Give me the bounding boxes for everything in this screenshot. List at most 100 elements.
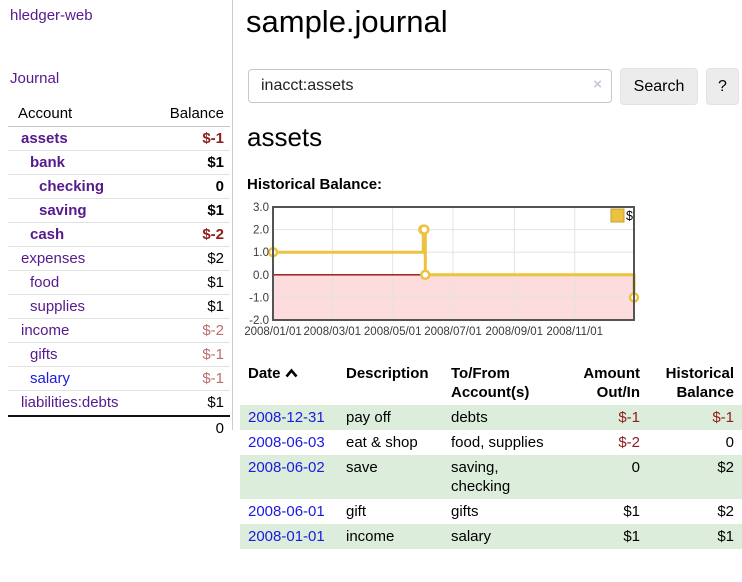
- column-header-accounts[interactable]: To/From Account(s): [451, 365, 530, 401]
- svg-text:2008/05/01: 2008/05/01: [364, 326, 422, 338]
- account-link-expenses[interactable]: expenses: [21, 250, 86, 267]
- sort-ascending-icon: [285, 368, 298, 378]
- svg-text:2008/11/01: 2008/11/01: [546, 326, 603, 338]
- account-row: bank $1: [8, 151, 230, 175]
- sidebar-divider: [232, 0, 233, 430]
- column-header-date-label: Date: [248, 365, 281, 382]
- account-row: assets $-1: [8, 127, 230, 151]
- account-row: salary $-1: [8, 367, 230, 391]
- account-link-bank[interactable]: bank: [30, 154, 66, 171]
- account-balance: $1: [207, 394, 224, 411]
- account-row: checking 0: [8, 175, 230, 199]
- svg-text:-2.0: -2.0: [249, 315, 269, 327]
- account-balance: $-1: [202, 130, 224, 147]
- column-header-date[interactable]: Date: [240, 362, 340, 405]
- transaction-accounts: gifts: [451, 503, 479, 520]
- account-row: gifts $-1: [8, 343, 230, 367]
- svg-text:2.0: 2.0: [253, 225, 269, 237]
- column-header-balance[interactable]: Historical Balance: [665, 365, 734, 401]
- accounts-header-account: Account: [18, 105, 73, 122]
- transaction-date-link[interactable]: 2008-01-01: [248, 528, 325, 545]
- transaction-date-link[interactable]: 2008-12-31: [248, 409, 325, 426]
- svg-text:-1.0: -1.0: [249, 292, 269, 304]
- account-balance: $1: [207, 154, 224, 171]
- search-input[interactable]: [248, 69, 612, 103]
- transaction-accounts: saving, checking: [451, 459, 511, 495]
- account-balance: $-1: [202, 370, 224, 387]
- transaction-balance: $-1: [712, 409, 734, 426]
- transaction-amount: 0: [631, 459, 640, 476]
- svg-text:1.0: 1.0: [253, 247, 269, 259]
- account-link-income[interactable]: income: [21, 322, 70, 339]
- account-row: supplies $1: [8, 295, 230, 319]
- account-row: saving $1: [8, 199, 230, 223]
- accounts-sidebar: Account Balance assets $-1 bank $1 checking 0…: [8, 102, 230, 440]
- svg-text:0.0: 0.0: [253, 270, 269, 282]
- account-link-gifts[interactable]: gifts: [30, 346, 58, 363]
- chart-title-label: Historical Balance:: [247, 176, 383, 193]
- transaction-amount: $-1: [618, 409, 640, 426]
- svg-text:3.0: 3.0: [253, 202, 269, 214]
- transaction-amount: $1: [623, 503, 640, 520]
- account-balance: $-2: [202, 322, 224, 339]
- register-row: 2008-12-31 pay off debts $-1 $-1: [240, 405, 742, 430]
- column-header-amount[interactable]: Amount Out/In: [583, 365, 640, 401]
- account-balance: 0: [215, 178, 224, 195]
- account-page-title: assets: [247, 122, 323, 152]
- transaction-balance: $2: [717, 459, 734, 476]
- account-balance: $-2: [202, 226, 224, 243]
- svg-text:$: $: [626, 209, 633, 223]
- account-link-supplies[interactable]: supplies: [30, 298, 86, 315]
- accounts-total-value: 0: [215, 420, 224, 437]
- transaction-description: pay off: [346, 409, 391, 426]
- account-link-saving[interactable]: saving: [39, 202, 87, 219]
- transaction-balance: 0: [725, 434, 734, 451]
- transaction-balance: $2: [717, 503, 734, 520]
- clear-search-icon[interactable]: ×: [593, 76, 602, 93]
- account-row: food $1: [8, 271, 230, 295]
- account-row: income $-2: [8, 319, 230, 343]
- transaction-date-link[interactable]: 2008-06-01: [248, 503, 325, 520]
- account-link-food[interactable]: food: [30, 274, 60, 291]
- register-row: 2008-06-02 save saving, checking 0 $2: [240, 455, 742, 499]
- transaction-amount: $1: [623, 528, 640, 545]
- transaction-amount: $-2: [618, 434, 640, 451]
- account-row: cash $-2: [8, 223, 230, 247]
- search-button[interactable]: Search: [620, 68, 698, 105]
- column-header-description[interactable]: Description: [346, 365, 429, 382]
- register-row: 2008-01-01 income salary $1 $1: [240, 524, 742, 549]
- account-balance: $1: [207, 298, 224, 315]
- transaction-accounts: salary: [451, 528, 492, 545]
- account-balance: $1: [207, 202, 224, 219]
- svg-text:2008/07/01: 2008/07/01: [424, 326, 482, 338]
- account-link-cash[interactable]: cash: [30, 226, 65, 243]
- transaction-accounts: food, supplies: [451, 434, 544, 451]
- transaction-balance: $1: [717, 528, 734, 545]
- account-row: expenses $2: [8, 247, 230, 271]
- accounts-list: assets $-1 bank $1 checking 0 saving $1 cash $-2 e…: [8, 127, 230, 415]
- account-link-salary[interactable]: salary: [30, 370, 71, 387]
- account-link-liabilities-debts[interactable]: liabilities:debts: [21, 394, 119, 411]
- page-title: sample.journal: [246, 4, 448, 39]
- register-header-row: Date Description To/From Account(s) Amou…: [240, 362, 742, 405]
- svg-text:2008/01/01: 2008/01/01: [245, 326, 302, 338]
- account-balance: $1: [207, 274, 224, 291]
- transaction-description: income: [346, 528, 395, 545]
- help-button[interactable]: ?: [706, 68, 739, 105]
- transaction-date-link[interactable]: 2008-06-03: [248, 434, 325, 451]
- account-link-assets[interactable]: assets: [21, 130, 68, 147]
- accounts-header: Account Balance: [8, 102, 230, 127]
- app-brand-link[interactable]: hledger-web: [10, 7, 93, 24]
- accounts-total-row: 0: [8, 415, 230, 440]
- search-form: ×: [248, 69, 612, 103]
- transaction-accounts: debts: [451, 409, 488, 426]
- account-row: liabilities:debts $1: [8, 391, 230, 415]
- transaction-date-link[interactable]: 2008-06-02: [248, 459, 325, 476]
- transaction-description: eat & shop: [346, 434, 418, 451]
- sidebar-item-journal[interactable]: Journal: [10, 70, 60, 87]
- transaction-description: gift: [346, 503, 367, 520]
- svg-text:2008/03/01: 2008/03/01: [304, 326, 362, 338]
- accounts-header-balance: Balance: [169, 105, 224, 122]
- account-link-checking[interactable]: checking: [39, 178, 105, 195]
